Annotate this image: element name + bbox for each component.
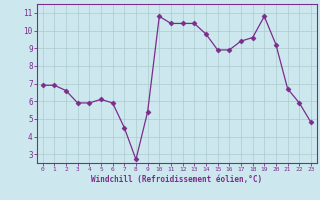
X-axis label: Windchill (Refroidissement éolien,°C): Windchill (Refroidissement éolien,°C)	[91, 175, 262, 184]
